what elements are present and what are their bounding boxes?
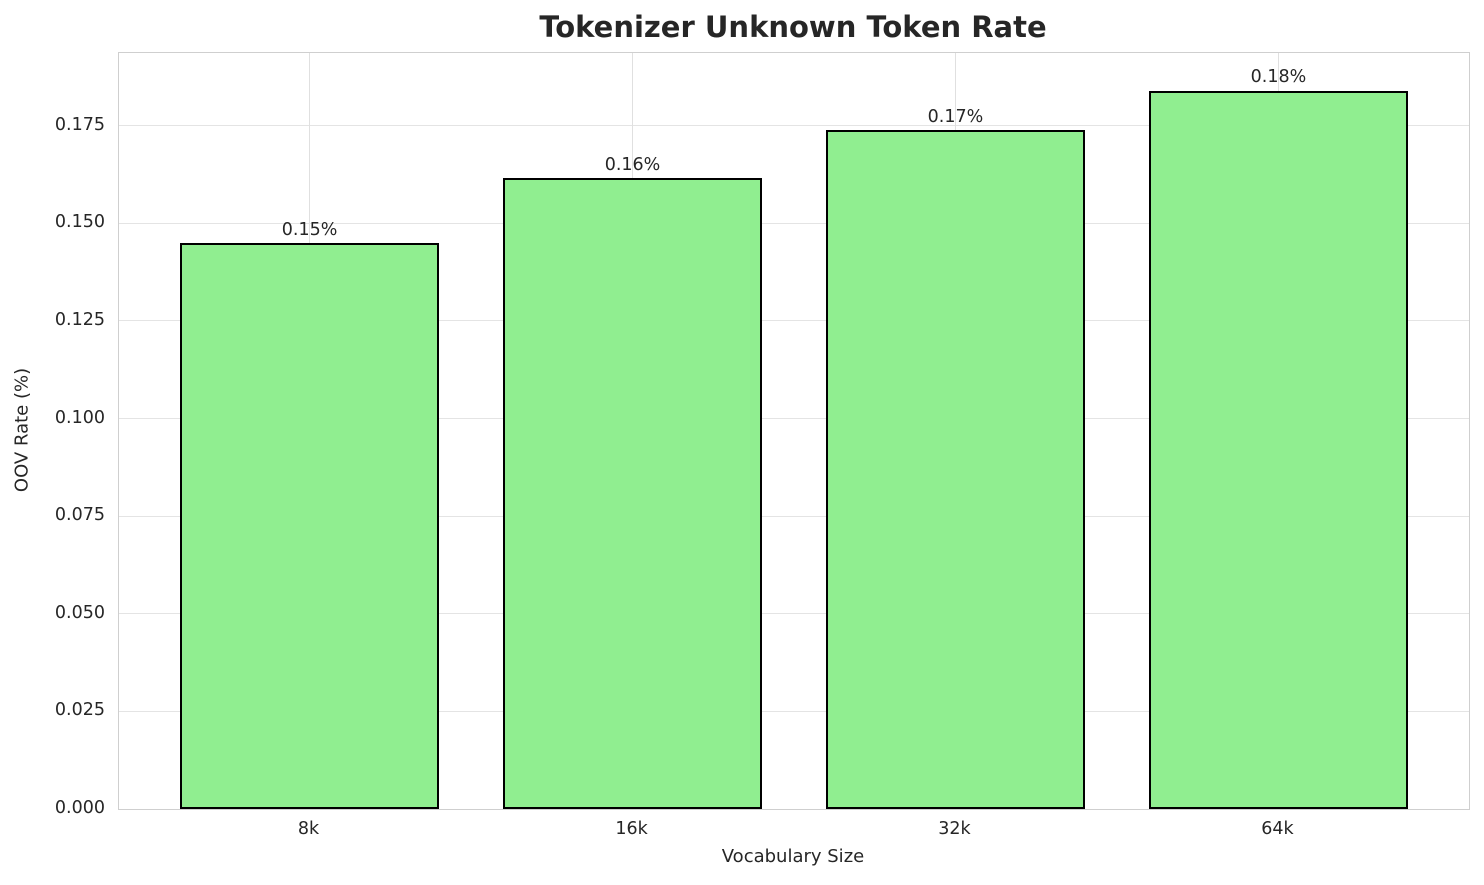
y-tick-label: 0.175 xyxy=(54,114,105,135)
y-gridline xyxy=(119,613,1469,615)
x-axis-label: Vocabulary Size xyxy=(721,846,865,867)
plot-area: 0.15% 0.16% 0.17% 0.18% xyxy=(118,52,1470,810)
bar-value-label: 0.16% xyxy=(604,155,661,176)
bar-8k xyxy=(180,242,439,809)
bar-16k xyxy=(503,178,762,809)
bar-value-label: 0.18% xyxy=(1250,67,1307,88)
y-gridline xyxy=(119,515,1469,517)
y-tick-label: 0.075 xyxy=(54,505,105,526)
x-tick-label-8k: 8k xyxy=(297,819,320,839)
y-tick-label: 0.000 xyxy=(54,798,105,818)
y-gridline xyxy=(119,125,1469,127)
bar-32k xyxy=(826,129,1085,809)
x-tick-label-32k: 32k xyxy=(938,819,971,839)
y-tick-label: 0.100 xyxy=(54,407,105,428)
y-tick-label: 0.025 xyxy=(54,700,105,721)
y-gridline xyxy=(119,710,1469,712)
y-axis-label: OOV Rate (%) xyxy=(11,367,33,493)
y-gridline xyxy=(119,320,1469,322)
bar-value-label: 0.15% xyxy=(281,219,338,240)
y-gridline xyxy=(119,418,1469,419)
bar-64k xyxy=(1149,90,1408,809)
x-tick-label-64k: 64k xyxy=(1261,819,1294,839)
y-tick-label: 0.050 xyxy=(54,602,105,623)
x-tick-label-16k: 16k xyxy=(615,819,648,839)
bar-value-label: 0.17% xyxy=(927,106,984,127)
y-tick-label: 0.125 xyxy=(54,309,105,330)
chart-title: Tokenizer Unknown Token Rate xyxy=(539,10,1047,44)
y-gridline xyxy=(119,222,1469,224)
y-tick-label: 0.150 xyxy=(54,212,105,233)
